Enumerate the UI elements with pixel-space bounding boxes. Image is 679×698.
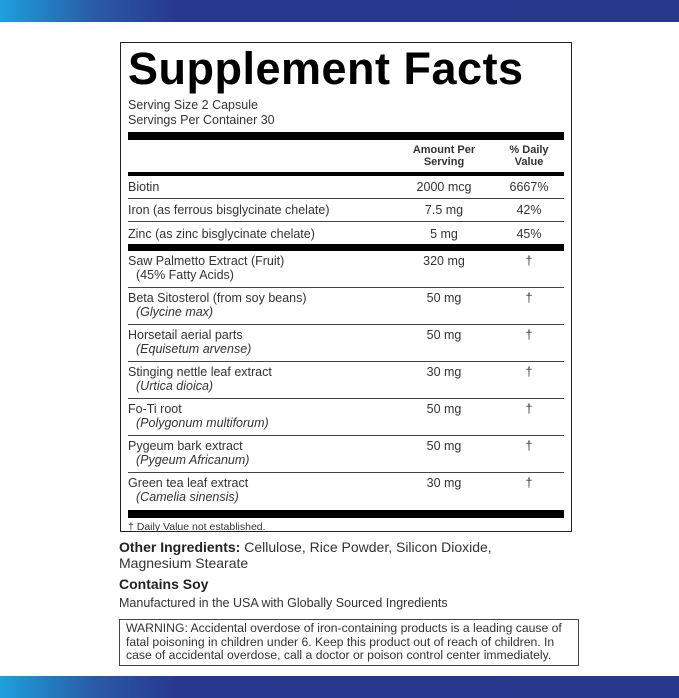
ingredient-name: Fo-Ti root <box>128 402 182 416</box>
dv-header: % Daily Value <box>509 144 549 168</box>
nutrient-dv: 45% <box>516 226 542 241</box>
ingredient-amount: 50 mg <box>426 291 462 305</box>
serving-size: Serving Size 2 Capsule <box>128 98 258 112</box>
servings-per-container: Servings Per Container 30 <box>128 113 275 127</box>
ingredient-dv: † <box>525 439 533 453</box>
manufactured-statement: Manufactured in the USA with Globally So… <box>119 596 448 610</box>
ingredient-amount: 50 mg <box>426 402 462 416</box>
ingredient-subtitle: (Pygeum Africanum) <box>136 453 250 467</box>
nutrient-row: Biotin 2000 mcg 6667% <box>128 176 564 199</box>
other-ingredients-text: Cellulose, Rice Powder, Silicon Dioxide,… <box>119 539 492 571</box>
nutrient-amount: 7.5 mg <box>424 203 464 217</box>
ingredient-dv: † <box>525 365 533 379</box>
ingredient-name: Pygeum bark extract <box>128 439 243 453</box>
nutrient-name: Zinc (as zinc bisglycinate chelate) <box>128 226 315 241</box>
ingredient-subtitle: (45% Fatty Acids) <box>136 268 234 282</box>
ingredient-name: Saw Palmetto Extract (Fruit) <box>128 254 285 268</box>
nutrient-name: Biotin <box>128 180 160 194</box>
ingredient-name: Green tea leaf extract <box>128 476 249 490</box>
other-ingredients: Other Ingredients: Cellulose, Rice Powde… <box>119 539 539 571</box>
bottom-banner <box>0 676 679 698</box>
warning-box: WARNING: Accidental overdose of iron-con… <box>119 619 579 666</box>
ingredient-amount: 30 mg <box>426 365 462 379</box>
ingredient-dv: † <box>525 328 533 342</box>
nutrient-amount: 2000 mcg <box>416 180 472 194</box>
nutrient-row: Iron (as ferrous bisglycinate chelate) 7… <box>128 199 564 222</box>
ingredient-row: Stinging nettle leaf extract (Urtica dioi… <box>128 362 564 399</box>
supplement-facts-panel: Supplement Facts Serving Size 2 Capsule … <box>120 42 572 533</box>
panel-title: Supplement Facts <box>128 43 524 94</box>
column-header: Amount Per Serving % Daily Value <box>128 140 564 172</box>
ingredient-amount: 320 mg <box>423 254 465 268</box>
ingredient-row: Horsetail aerial parts (Equisetum arvense… <box>128 325 564 362</box>
nutrient-amount: 5 mg <box>430 226 458 241</box>
nutrient-name: Iron (as ferrous bisglycinate chelate) <box>128 203 330 217</box>
ingredient-name: Beta Sitosterol (from soy beans) <box>128 291 307 305</box>
ingredient-row: Beta Sitosterol (from soy beans) (Glycine… <box>128 288 564 325</box>
ingredient-name: Stinging nettle leaf extract <box>128 365 272 379</box>
divider-thick <box>128 510 564 518</box>
ingredient-subtitle: (Polygonum multiforum) <box>136 416 269 430</box>
ingredient-amount: 30 mg <box>426 476 462 490</box>
ingredient-row: Pygeum bark extract (Pygeum Africanum) 50… <box>128 436 564 473</box>
nutrient-dv: 42% <box>516 203 542 217</box>
ingredient-dv: † <box>525 402 533 416</box>
ingredient-amount: 50 mg <box>426 328 462 342</box>
ingredient-subtitle: (Camelia sinensis) <box>136 490 239 504</box>
ingredient-row: Saw Palmetto Extract (Fruit) (45% Fatty A… <box>128 251 564 288</box>
ingredient-subtitle: (Glycine max) <box>136 305 214 319</box>
nutrient-dv: 6667% <box>509 180 549 194</box>
amount-header: Amount Per Serving <box>412 144 476 168</box>
ingredient-amount: 50 mg <box>426 439 462 453</box>
divider-medium <box>128 172 564 176</box>
other-ingredients-label: Other Ingredients: <box>119 539 241 555</box>
ingredient-row: Green tea leaf extract (Camelia sinensis)… <box>128 473 564 510</box>
ingredient-subtitle: (Equisetum arvense) <box>136 342 252 356</box>
ingredient-subtitle: (Urtica dioica) <box>136 379 214 393</box>
footnote: † Daily Value not established. <box>128 521 266 533</box>
nutrient-row: Zinc (as zinc bisglycinate chelate) 5 mg… <box>128 222 564 245</box>
ingredient-dv: † <box>525 476 533 490</box>
ingredient-name: Horsetail aerial parts <box>128 328 243 342</box>
ingredient-dv: † <box>525 291 533 305</box>
divider-thick <box>128 132 564 140</box>
ingredient-row: Fo-Ti root (Polygonum multiforum) 50 mg † <box>128 399 564 436</box>
contains-soy: Contains Soy <box>119 576 209 592</box>
ingredient-dv: † <box>525 254 533 268</box>
divider-thick <box>128 244 564 251</box>
top-banner <box>0 0 679 22</box>
